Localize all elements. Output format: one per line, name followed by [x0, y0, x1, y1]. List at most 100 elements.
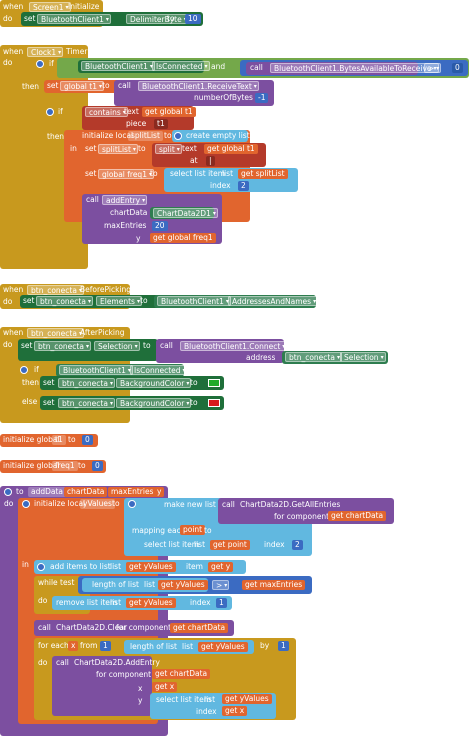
- get-freq1[interactable]: get global freq1: [150, 233, 216, 243]
- selection-getter[interactable]: btn_conecta Selection: [282, 351, 388, 364]
- var-dropdown[interactable]: global t1: [60, 81, 104, 91]
- gear-icon[interactable]: [37, 563, 45, 571]
- text-pipe[interactable]: |: [206, 156, 215, 166]
- addresses-dropdown[interactable]: AddressesAndNames: [228, 296, 319, 306]
- compare-length[interactable]: length of list list get yValues > get ma…: [78, 576, 312, 594]
- get-splitlist[interactable]: get splitList: [238, 169, 288, 179]
- number-0[interactable]: 0: [452, 63, 463, 73]
- chart-clear-call[interactable]: call ChartData2D.Clear for component get…: [34, 620, 234, 636]
- get-point[interactable]: get point: [210, 540, 250, 550]
- get-all-entries-call[interactable]: call ChartData2D.GetAllEntries for compo…: [218, 498, 394, 524]
- bgcolor-dropdown[interactable]: BackgroundColor: [116, 398, 192, 408]
- get-yvalues[interactable]: get yValues: [222, 694, 272, 704]
- clock-dropdown[interactable]: Clock1: [27, 47, 64, 57]
- splitlist-name[interactable]: splitList: [128, 131, 163, 141]
- property-dropdown[interactable]: Selection: [94, 341, 140, 351]
- param-chartdata[interactable]: chartData: [64, 487, 108, 497]
- isconnected-getter[interactable]: BluetoothClient1 IsConnected: [56, 364, 188, 377]
- bt-client-dropdown[interactable]: BluetoothClient1: [59, 365, 133, 375]
- param-y[interactable]: y: [154, 487, 165, 497]
- get-x[interactable]: get x: [152, 682, 178, 692]
- number-neg1[interactable]: -1: [255, 93, 269, 103]
- bgcolor-dropdown[interactable]: BackgroundColor: [116, 378, 192, 388]
- var-dropdown[interactable]: splitList: [98, 144, 138, 154]
- get-y[interactable]: get y: [208, 562, 234, 572]
- get-yvalues[interactable]: get yValues: [126, 598, 176, 608]
- connect-dropdown[interactable]: BluetoothClient1.Connect: [180, 341, 288, 351]
- get-x[interactable]: get x: [222, 706, 248, 716]
- compare-block[interactable]: call BluetoothClient1.BytesAvailableToRe…: [240, 60, 468, 76]
- chart-addentry-call[interactable]: call ChartData2D.AddEntry for component …: [52, 656, 160, 716]
- procedure-name[interactable]: addData: [28, 487, 67, 497]
- set-selection-block[interactable]: set btn_conecta Selection to: [18, 339, 158, 361]
- set-t1-block[interactable]: set global t1 to: [44, 80, 122, 93]
- global-name[interactable]: freq1: [52, 461, 78, 471]
- bt-client-dropdown[interactable]: BluetoothClient1: [81, 61, 155, 71]
- init-global-t1[interactable]: initialize global t1 to 0: [0, 434, 98, 447]
- red-color-swatch[interactable]: [208, 399, 220, 407]
- add-items-to-list[interactable]: add items to list list get yValues item …: [34, 560, 246, 574]
- get-chartdata[interactable]: get chartData: [152, 669, 211, 679]
- button-dropdown[interactable]: btn_conecta: [34, 341, 91, 351]
- get-t1[interactable]: get global t1: [142, 107, 196, 117]
- yvalues-name[interactable]: yValues: [80, 499, 115, 509]
- number-2[interactable]: 2: [292, 540, 303, 550]
- contains-block[interactable]: contains text get global t1 piece t1: [82, 106, 196, 130]
- number-10[interactable]: 10: [185, 14, 201, 24]
- split-dropdown[interactable]: split: [155, 144, 182, 154]
- get-yvalues[interactable]: get yValues: [126, 562, 176, 572]
- var-dropdown[interactable]: global freq1: [98, 169, 154, 179]
- length-of-list[interactable]: length of list list get yValues: [82, 578, 208, 592]
- selection-dropdown[interactable]: Selection: [340, 352, 386, 362]
- select-item-point[interactable]: select list item list get point index 2: [140, 538, 308, 552]
- button-dropdown[interactable]: btn_conecta: [58, 378, 115, 388]
- set-delimiter-byte-block[interactable]: set BluetoothClient1 DelimiterByte to 10: [21, 12, 203, 26]
- isconnected-dropdown[interactable]: IsConnected: [152, 61, 210, 71]
- gear-icon[interactable]: [174, 132, 182, 140]
- addentry-dropdown[interactable]: addEntry: [102, 195, 148, 205]
- chartdata2d1-component[interactable]: ChartData2D1: [150, 207, 218, 219]
- button-dropdown[interactable]: btn_conecta: [27, 328, 84, 338]
- gear-icon[interactable]: [20, 366, 28, 374]
- bytes-available-call[interactable]: call BluetoothClient1.BytesAvailableToRe…: [246, 62, 439, 75]
- create-empty-list[interactable]: create empty list: [172, 130, 250, 142]
- gear-icon[interactable]: [46, 108, 54, 116]
- green-color-swatch[interactable]: [208, 379, 220, 387]
- operator-dropdown[interactable]: >: [212, 580, 230, 590]
- param-maxentries[interactable]: maxEntries: [108, 487, 157, 497]
- chart-dropdown[interactable]: ChartData2D1: [153, 208, 218, 218]
- select-item-yvalues[interactable]: select list item list get yValues index …: [150, 693, 276, 719]
- gear-icon[interactable]: [36, 60, 44, 68]
- length-of-list-for[interactable]: length of list list get yValues: [124, 640, 254, 654]
- global-name[interactable]: t1: [52, 435, 66, 445]
- init-global-freq1[interactable]: initialize global freq1 to 0: [0, 460, 106, 473]
- gear-icon[interactable]: [128, 500, 136, 508]
- receive-text-dropdown[interactable]: BluetoothClient1.ReceiveText: [138, 81, 259, 91]
- property-dropdown[interactable]: DelimiterByte: [126, 14, 189, 24]
- get-chartdata[interactable]: get chartData: [170, 623, 229, 633]
- get-chartdata[interactable]: get chartData: [328, 511, 387, 521]
- number-2[interactable]: 2: [238, 181, 249, 191]
- point-var[interactable]: point: [180, 525, 206, 535]
- set-bgcolor-off[interactable]: set btn_conecta BackgroundColor to: [40, 396, 224, 410]
- button-dropdown[interactable]: btn_conecta: [36, 296, 93, 306]
- set-splitlist-block[interactable]: set splitList to: [82, 143, 154, 156]
- button-dropdown[interactable]: btn_conecta: [285, 352, 342, 362]
- isconnected-dropdown[interactable]: IsConnected: [130, 365, 188, 375]
- remove-list-item[interactable]: remove list item list get yValues index …: [52, 596, 232, 610]
- receive-text-call[interactable]: call BluetoothClient1.ReceiveText number…: [114, 80, 274, 106]
- gear-icon[interactable]: [4, 488, 12, 496]
- bt-client-dropdown[interactable]: BluetoothClient1: [37, 14, 111, 24]
- property-dropdown[interactable]: Elements: [96, 296, 142, 306]
- gear-icon[interactable]: [22, 500, 30, 508]
- number-1[interactable]: 1: [278, 641, 289, 651]
- get-yvalues[interactable]: get yValues: [198, 642, 248, 652]
- number-20[interactable]: 20: [152, 221, 168, 231]
- contains-dropdown[interactable]: contains: [85, 107, 128, 117]
- is-connected-getter[interactable]: BluetoothClient1 IsConnected: [78, 60, 210, 73]
- get-maxentries[interactable]: get maxEntries: [242, 580, 306, 590]
- number-1[interactable]: 1: [216, 598, 227, 608]
- var-x[interactable]: x: [68, 641, 79, 651]
- select-list-item-block[interactable]: select list item list get splitList inde…: [164, 168, 298, 192]
- text-t1[interactable]: t1: [154, 119, 168, 129]
